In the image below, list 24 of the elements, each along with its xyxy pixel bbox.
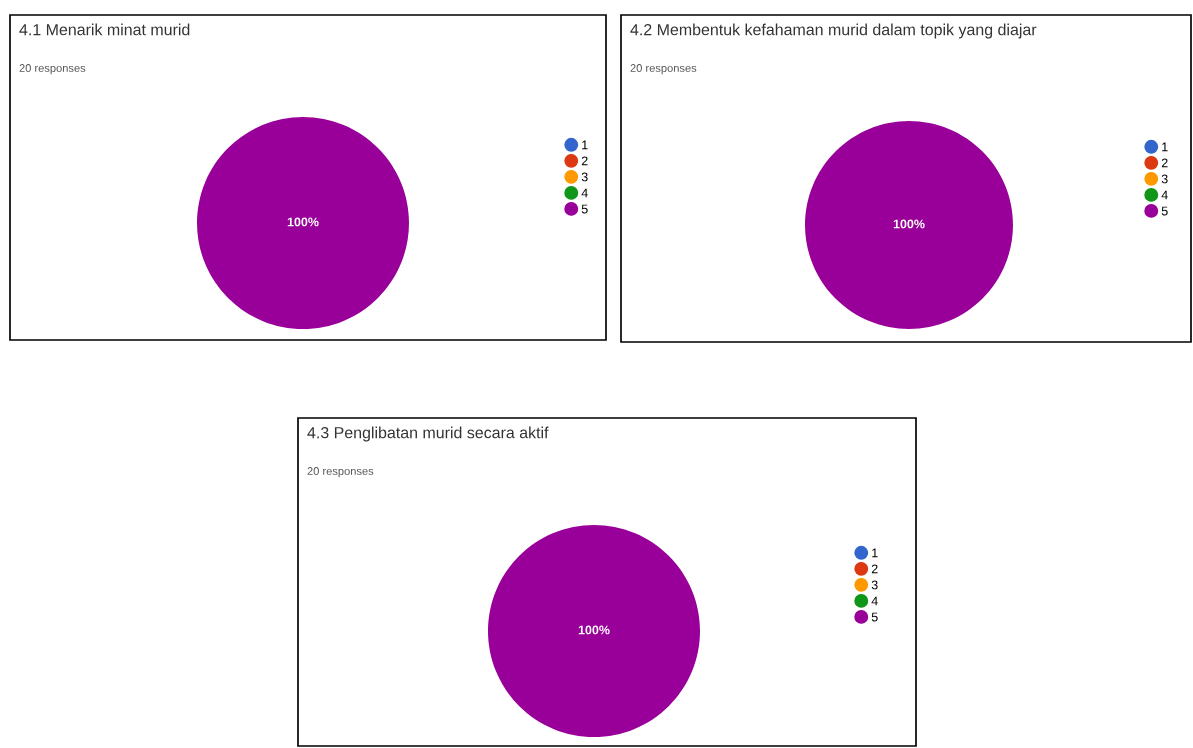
legend-label: 4 xyxy=(1161,190,1168,200)
legend-label: 2 xyxy=(871,564,878,574)
data-label: 100% xyxy=(893,219,925,229)
data-label: 100% xyxy=(578,625,610,635)
data-label: 100% xyxy=(287,217,319,227)
legend-label: 1 xyxy=(582,140,588,150)
legend-label: 5 xyxy=(1161,206,1168,216)
legend-label: 4 xyxy=(871,596,878,606)
text: 20 responses xyxy=(19,64,86,75)
legend-label: 3 xyxy=(581,172,588,182)
legend-label: 1 xyxy=(1162,142,1168,152)
text: 20 responses xyxy=(307,467,374,478)
legend-label: 4 xyxy=(581,188,588,198)
text: 20 responses xyxy=(630,64,697,75)
legend-label: 2 xyxy=(1161,158,1168,168)
legend-label: 3 xyxy=(1161,174,1168,184)
chart-title: 4.2 Membentuk kefahaman murid dalam topik yang diajar xyxy=(630,23,1037,39)
legend-label: 2 xyxy=(581,156,588,166)
chart-title: 4.1 Menarik minat murid xyxy=(19,23,190,36)
legend-label: 5 xyxy=(581,204,588,214)
chart-title: 4.3 Penglibatan murid secara aktif xyxy=(307,426,549,442)
legend-label: 1 xyxy=(872,548,878,558)
legend-label: 5 xyxy=(871,612,878,622)
legend-label: 3 xyxy=(871,580,878,590)
